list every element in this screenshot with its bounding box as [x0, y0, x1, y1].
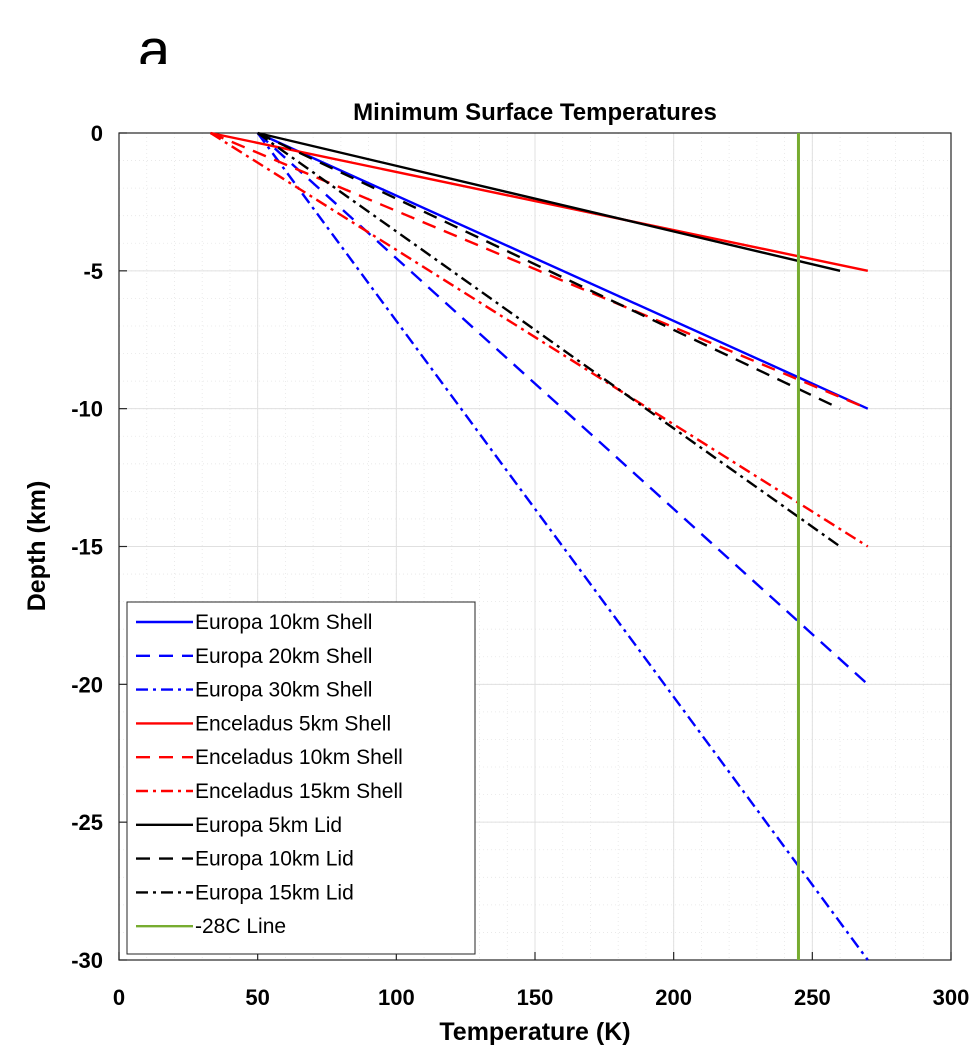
- y-tick-label: -15: [71, 535, 103, 560]
- legend-label: Europa 5km Lid: [195, 814, 342, 837]
- x-tick-label: 200: [655, 985, 692, 1010]
- legend-label: Enceladus 5km Shell: [195, 712, 391, 735]
- legend: Europa 10km Shell Europa 20km Shell Europa…: [126, 601, 476, 955]
- y-axis-title: Depth (km): [23, 481, 51, 612]
- x-tick-label: 50: [245, 985, 269, 1010]
- x-tick-label: 0: [113, 985, 125, 1010]
- y-tick-label: -20: [71, 672, 103, 697]
- legend-label: Europa 30km Shell: [195, 679, 372, 702]
- legend-label: -28C Line: [195, 915, 286, 938]
- y-tick-label: 0: [91, 121, 103, 146]
- legend-label: Europa 20km Shell: [195, 645, 372, 668]
- legend-label: Enceladus 15km Shell: [195, 780, 403, 803]
- series-line-europa-10km-shell: [257, 131, 869, 410]
- series-line-enceladus-15km-shell: [209, 131, 869, 548]
- y-tick-label: -10: [71, 397, 103, 422]
- series-line-enceladus-10km-shell: [210, 131, 869, 410]
- chart-title: Minimum Surface Temperatures: [353, 99, 717, 126]
- series-line-europa-30km-shell: [256, 132, 869, 961]
- series-line-enceladus-5km-shell: [210, 131, 869, 273]
- legend-label: Europa 15km Lid: [195, 881, 354, 904]
- x-axis-title: Temperature (K): [439, 1018, 630, 1046]
- panel-label: a: [138, 22, 171, 64]
- series-line-europa-15km-lid: [256, 132, 841, 548]
- y-tick-label: -5: [83, 259, 103, 284]
- legend-label: Europa 10km Lid: [195, 848, 354, 871]
- x-tick-label: 250: [794, 985, 831, 1010]
- y-tick-label: -25: [71, 810, 103, 835]
- legend-box: [126, 601, 476, 955]
- axis-ticks: 0 50 100 150 200 250 300 0 -5 -10 -15 -20 -25 -30: [71, 121, 969, 1010]
- x-tick-label: 150: [517, 985, 554, 1010]
- series-lines: [209, 131, 869, 961]
- x-tick-label: 100: [378, 985, 415, 1010]
- legend-label: Europa 10km Shell: [195, 611, 372, 634]
- x-tick-label: 300: [933, 985, 970, 1010]
- series-line-europa-5km-lid: [257, 131, 841, 273]
- y-tick-label: -30: [71, 948, 103, 973]
- series-line-europa-10km-lid: [257, 131, 841, 410]
- legend-label: Enceladus 10km Shell: [195, 746, 403, 769]
